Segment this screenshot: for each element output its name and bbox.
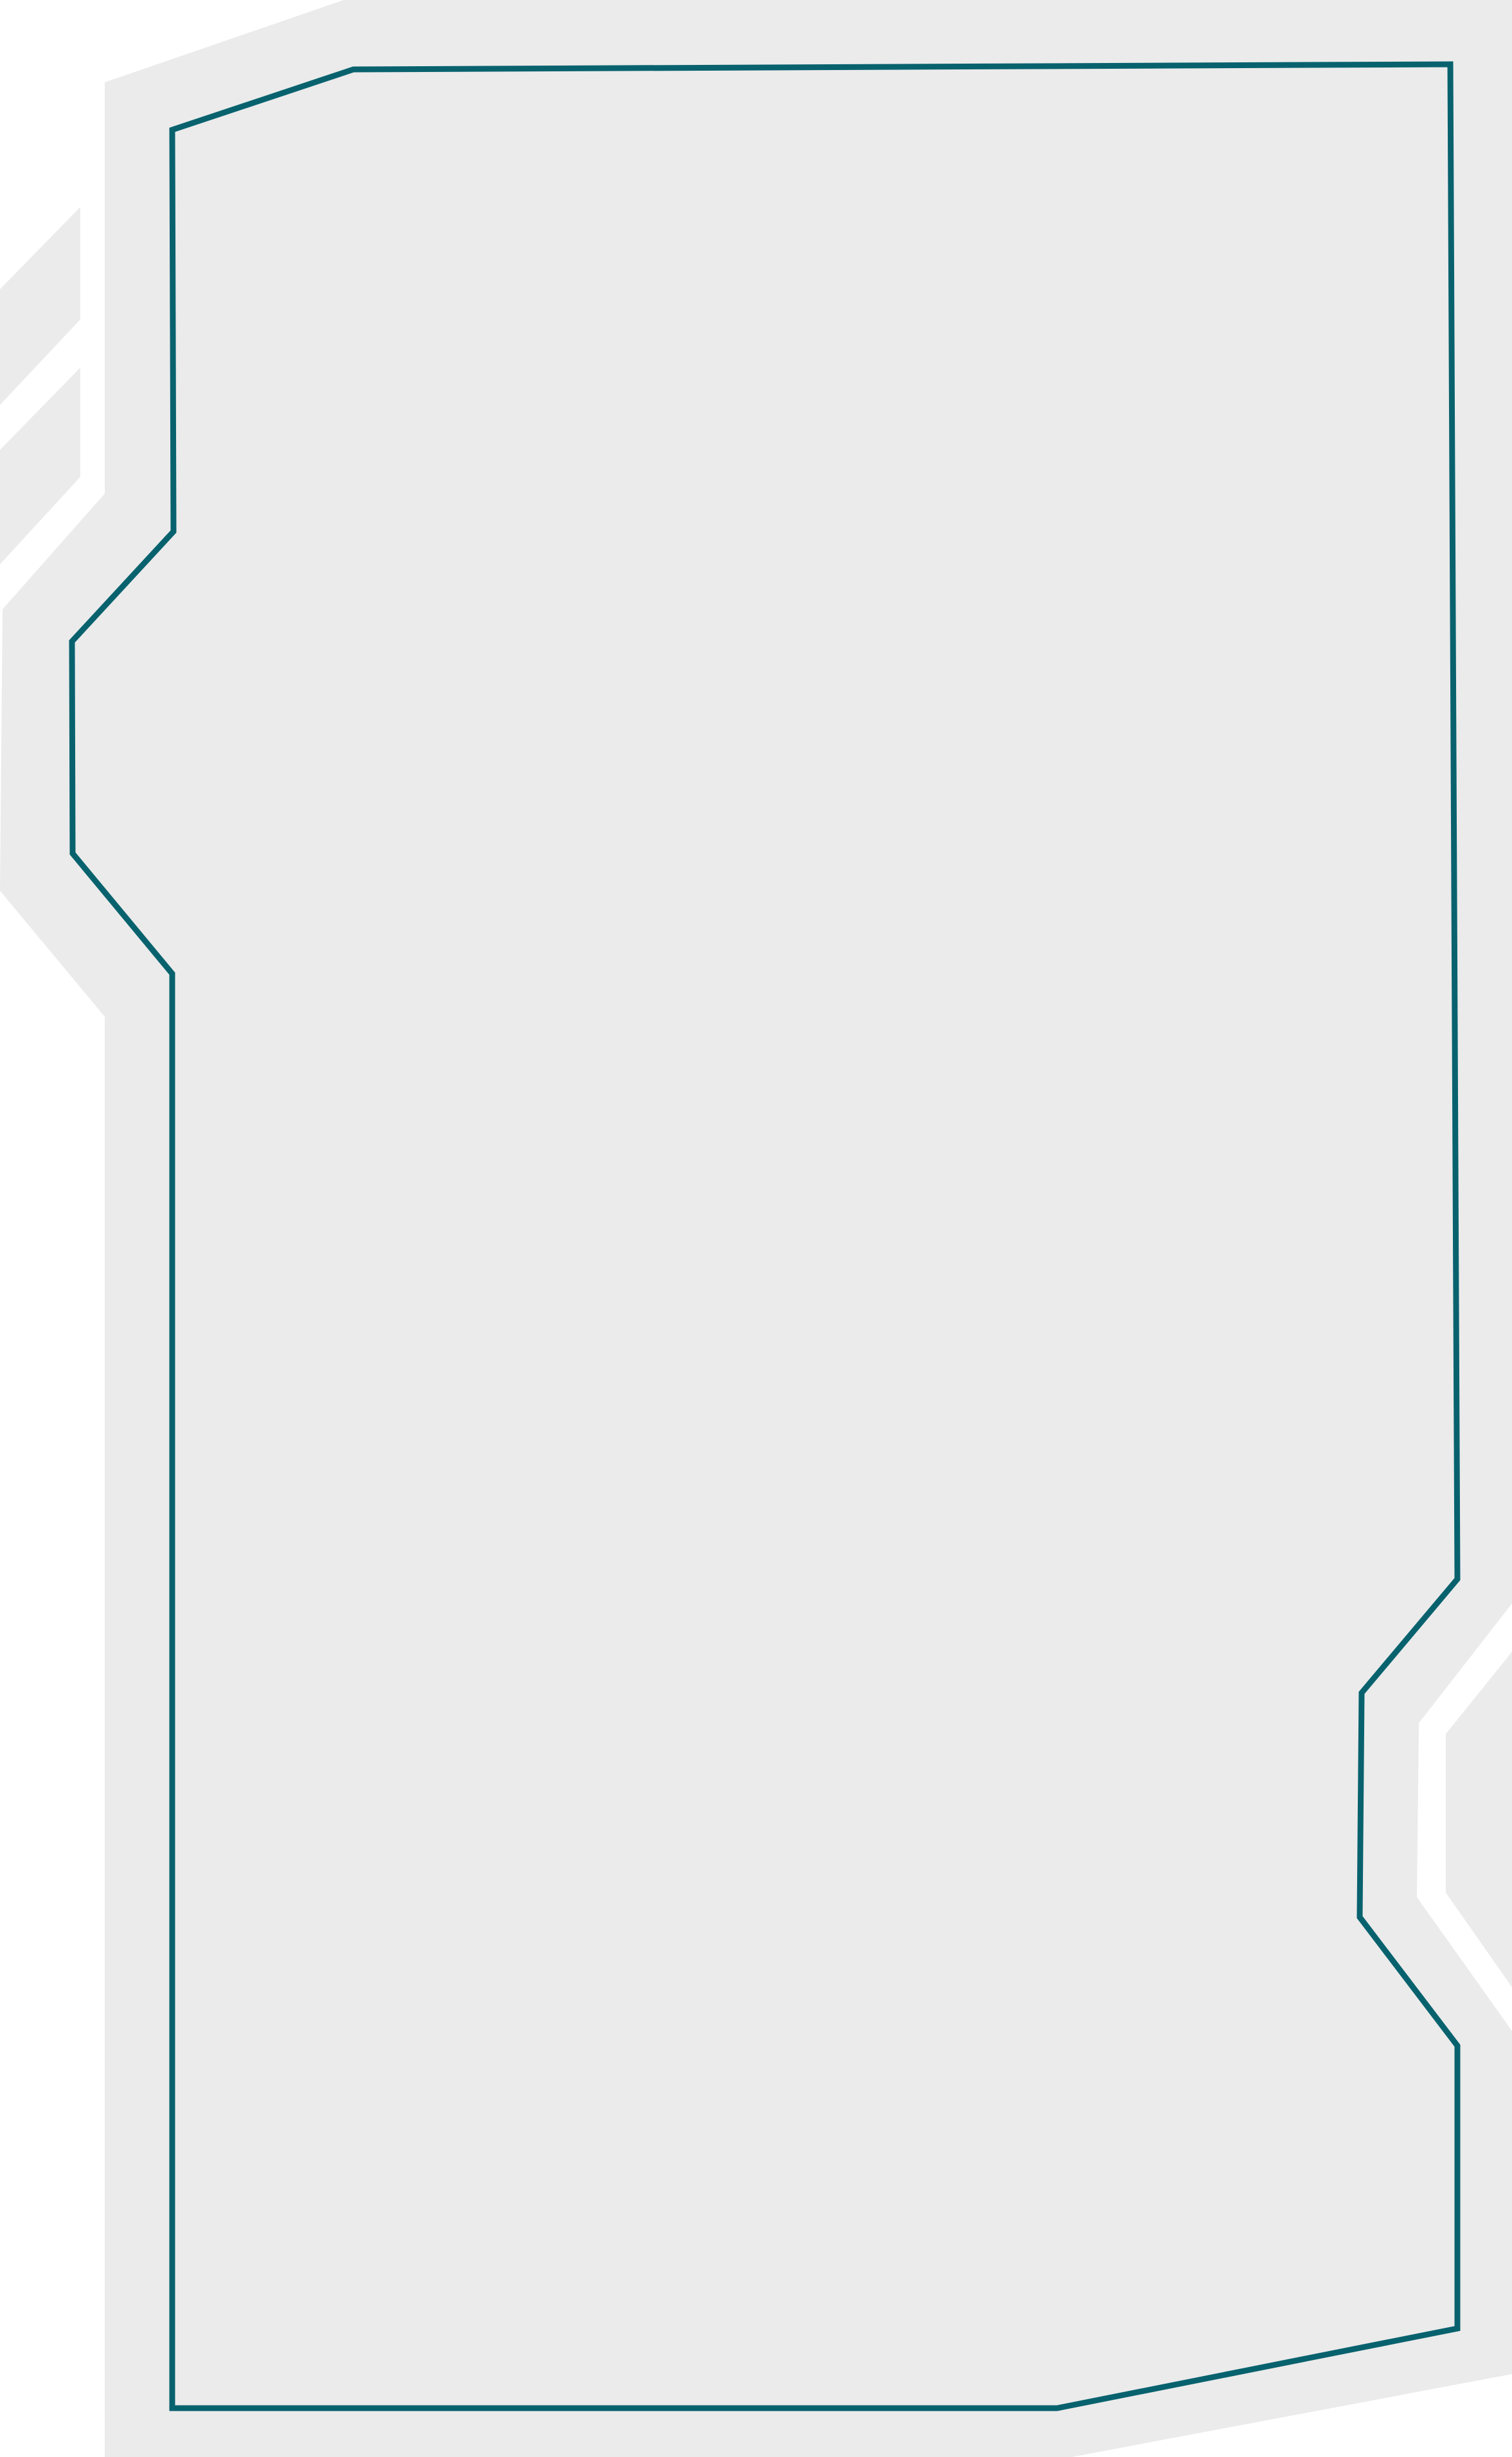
- hud-frame-outline-icon: [69, 61, 1461, 2411]
- left-accent-tab-lower: [0, 368, 80, 564]
- left-accent-tab-upper: [0, 207, 80, 405]
- right-accent-notch: [1446, 1652, 1512, 1987]
